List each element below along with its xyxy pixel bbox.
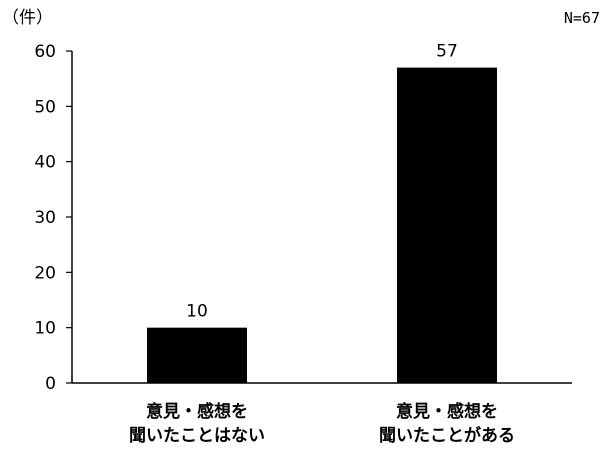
x-category-label-0: 意見・感想を 聞いたことはない (97, 400, 297, 448)
y-tick-label-3: 30 (34, 208, 56, 228)
x-category-label-0-line-2: 聞いたことはない (129, 426, 265, 446)
y-tick-label-2: 20 (34, 263, 56, 283)
y-axis-unit-label: （件） (2, 8, 53, 28)
x-category-label-1: 意見・感想を 聞いたことがある (347, 400, 547, 448)
data-label-0: 10 (186, 302, 208, 322)
data-label-1: 57 (436, 42, 458, 62)
x-category-label-0-line-1: 意見・感想を (146, 402, 248, 422)
sample-size-label: N=67 (563, 9, 600, 27)
x-category-label-1-line-2: 聞いたことがある (379, 426, 515, 446)
x-category-label-1-line-1: 意見・感想を (396, 402, 498, 422)
y-tick-label-6: 60 (34, 42, 56, 62)
bar-0 (147, 327, 247, 383)
y-tick-label-0: 0 (45, 374, 56, 394)
y-tick-label-5: 50 (34, 97, 56, 117)
y-tick-label-1: 10 (34, 319, 56, 339)
bar-1 (397, 67, 497, 383)
y-tick-label-4: 40 (34, 153, 56, 173)
